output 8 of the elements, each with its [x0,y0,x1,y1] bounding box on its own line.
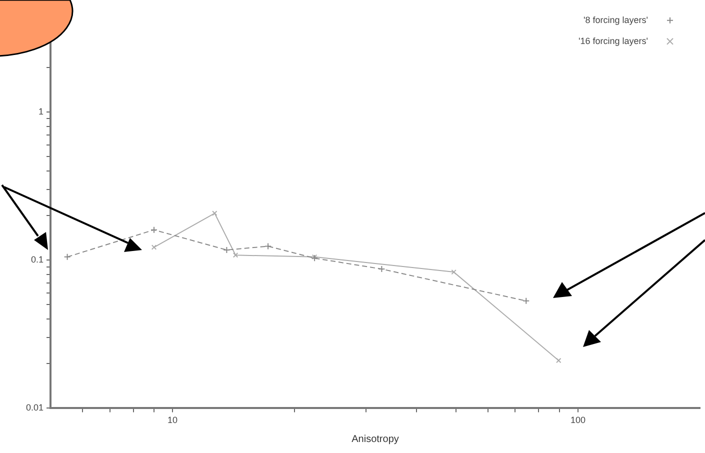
x-tick-label: 10 [168,415,178,426]
y-tick-label: 0.01 [26,402,44,413]
x-tick-label: 100 [570,415,586,426]
legend-label: '16 forcing layers' [578,36,648,46]
y-tick-label: 0.1 [31,254,44,265]
x-axis-title: Anisotropy [352,434,399,445]
legend-label: '8 forcing layers' [584,14,648,25]
y-tick-label: 1 [38,106,44,116]
